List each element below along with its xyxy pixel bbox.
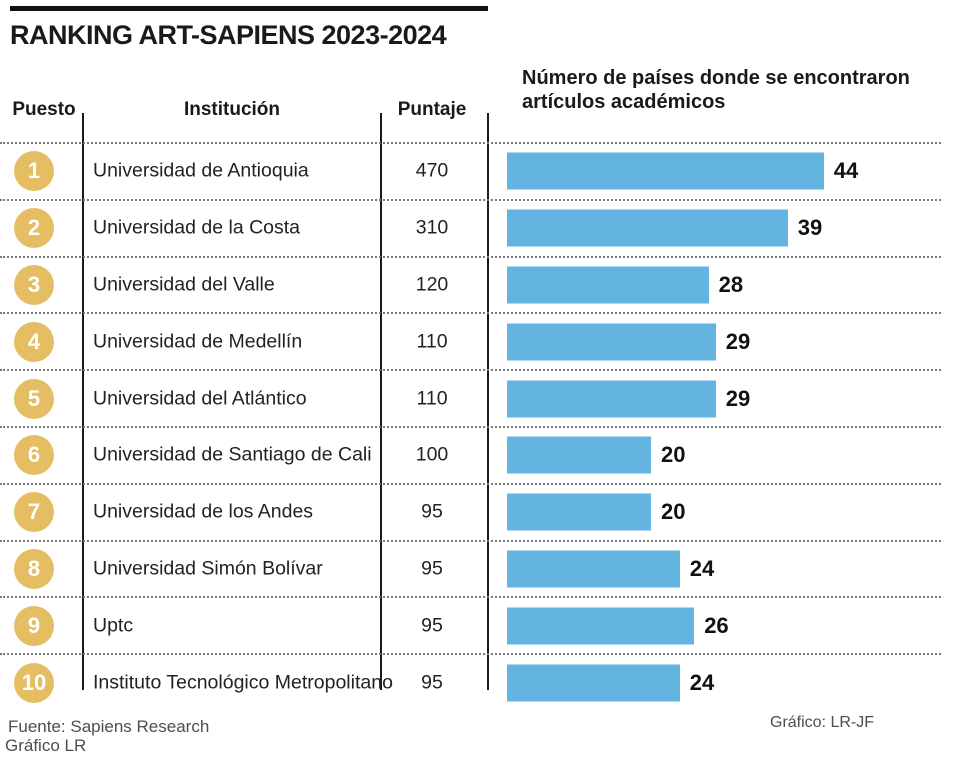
column-divider: [380, 113, 382, 690]
score-value: 95: [421, 614, 443, 637]
column-header-score: Puntaje: [397, 99, 467, 120]
rank-badge: 7: [14, 492, 54, 533]
column-divider: [82, 113, 84, 690]
countries-bar: [507, 266, 709, 304]
countries-bar: [507, 323, 716, 361]
rank-badge: 10: [14, 662, 54, 703]
countries-value: 20: [661, 499, 686, 525]
score-value: 110: [416, 387, 448, 410]
rank-badge: 8: [14, 548, 54, 589]
countries-bar: [507, 436, 651, 474]
countries-value: 24: [689, 555, 715, 581]
institution-name: Universidad de Antioquia: [93, 159, 309, 182]
rank-badge: 6: [14, 435, 54, 476]
rank-badge: 3: [14, 264, 54, 305]
countries-value: 39: [797, 215, 823, 241]
score-value: 95: [421, 500, 443, 523]
column-header-institution: Institución: [183, 99, 281, 120]
column-divider: [487, 113, 489, 690]
table-row: 1 Universidad de Antioquia 470 44: [0, 142, 941, 199]
score-value: 470: [415, 159, 449, 182]
institution-name: Universidad Simón Bolívar: [93, 557, 323, 580]
score-value: 95: [421, 671, 443, 694]
table-row: 3 Universidad del Valle 120 28: [0, 255, 941, 313]
institution-name: Uptc: [93, 614, 134, 637]
table-row: 8 Universidad Simón Bolívar 95 24: [0, 539, 941, 597]
graphic-credit-text: Gráfico: LR-JF: [770, 714, 875, 731]
countries-bar: [507, 152, 824, 190]
rank-badge: 2: [14, 208, 54, 249]
countries-bar: [507, 607, 695, 645]
rank-badge: 1: [14, 151, 54, 192]
countries-bar: [507, 493, 651, 531]
countries-value: 20: [661, 442, 686, 468]
ranking-table-body: 1 Universidad de Antioquia 470 44 2 Universid…: [0, 142, 941, 710]
table-row: 2 Universidad de la Costa 310 39: [0, 198, 941, 256]
page-title: RANKING ART-SAPIENS 2023-2024: [10, 20, 447, 50]
column-header-rank: Puesto: [12, 99, 76, 120]
table-row: 5 Universidad del Atlántico 110 29: [0, 369, 941, 426]
table-row: 7 Universidad de los Andes 95 20: [0, 482, 941, 540]
table-row: 4 Universidad de Medellín 110 29: [0, 312, 941, 369]
score-value: 110: [416, 330, 448, 353]
rank-badge: 5: [14, 378, 54, 419]
table-row: 6 Universidad de Santiago de Cali 100 20: [0, 425, 941, 483]
score-value: 95: [421, 557, 443, 580]
title-rule: [10, 6, 488, 11]
rank-badge: 4: [14, 321, 54, 362]
countries-bar: [507, 550, 680, 588]
countries-value: 28: [718, 271, 744, 297]
countries-value: 44: [833, 158, 859, 184]
source-credit-text: Gráfico LR: [5, 736, 87, 755]
table-row: 10 Instituto Tecnológico Metropolitano 95 2…: [0, 653, 941, 710]
countries-bar: [507, 209, 788, 247]
score-value: 310: [415, 216, 449, 239]
countries-value: 26: [704, 612, 729, 638]
institution-name: Universidad de la Costa: [93, 216, 301, 239]
institution-name: Universidad de Santiago de Cali: [93, 443, 372, 466]
score-value: 100: [415, 443, 449, 466]
bar-chart-header: Número de países donde se encontraron ar…: [522, 67, 910, 114]
institution-name: Universidad del Atlántico: [93, 387, 307, 410]
table-row: 9 Uptc 95 26: [0, 596, 941, 653]
countries-value: 29: [725, 328, 751, 354]
countries-value: 24: [689, 669, 715, 695]
institution-name: Instituto Tecnológico Metropolitano: [93, 671, 393, 694]
score-value: 120: [415, 273, 449, 296]
countries-value: 29: [725, 385, 751, 411]
countries-bar: [507, 664, 680, 702]
countries-bar: [507, 380, 716, 418]
source-text: Fuente: Sapiens Research: [8, 717, 210, 736]
rank-badge: 9: [14, 605, 54, 646]
institution-name: Universidad de Medellín: [93, 330, 303, 353]
institution-name: Universidad del Valle: [93, 273, 275, 296]
institution-name: Universidad de los Andes: [93, 500, 314, 523]
